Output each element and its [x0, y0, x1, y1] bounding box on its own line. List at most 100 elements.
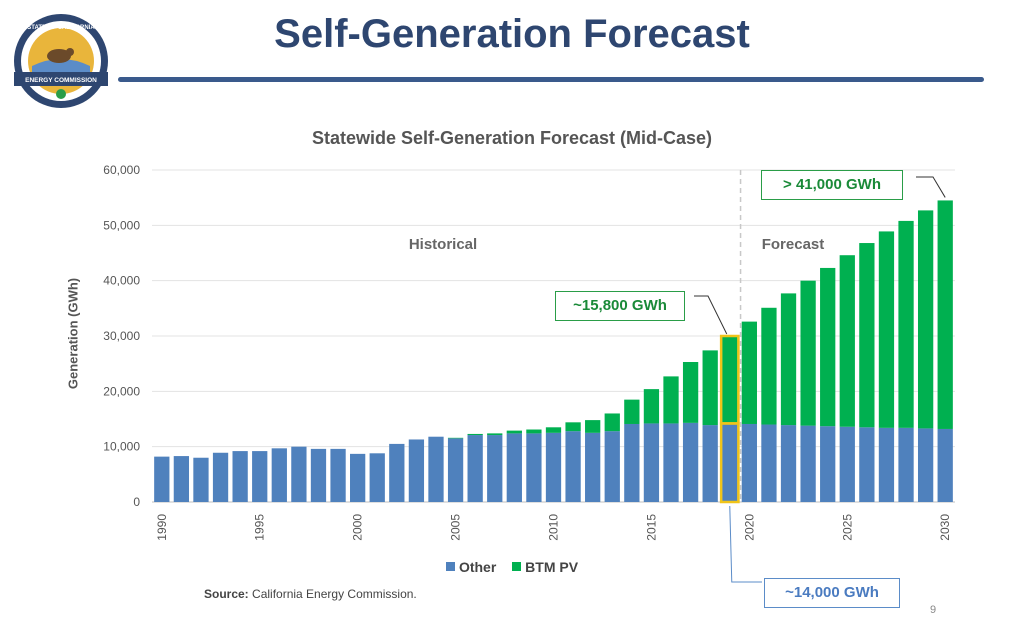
- bar-other-2002: [389, 443, 405, 502]
- bar-other-2003: [408, 439, 425, 502]
- x-tick-label: 2020: [742, 514, 756, 541]
- y-tick-label: 10,000: [103, 440, 140, 454]
- y-tick-label: 40,000: [103, 274, 140, 288]
- bar-other-2007: [487, 435, 503, 502]
- source-note: Source: California Energy Commission.: [204, 587, 417, 601]
- bar-btm-pv-2030: [937, 200, 953, 429]
- bar-other-2012: [585, 432, 601, 502]
- bar-btm-pv-2008: [506, 430, 522, 434]
- bar-other-2026: [859, 427, 875, 502]
- bar-other-2017: [682, 422, 699, 502]
- bar-other-2011: [565, 431, 581, 502]
- svg-text:ENERGY COMMISSION: ENERGY COMMISSION: [25, 77, 97, 84]
- page-number: 9: [930, 604, 937, 616]
- bar-btm-pv-2016: [663, 376, 679, 424]
- bar-btm-pv-2014: [624, 399, 640, 424]
- bar-other-2030: [937, 428, 953, 502]
- bar-btm-pv-2009: [526, 429, 542, 434]
- bar-other-1990: [154, 456, 170, 502]
- callout-2019-other: ~14,000 GWh: [764, 578, 900, 608]
- bar-other-2028: [898, 427, 914, 502]
- california-energy-commission-logo: ENERGY COMMISSION STATE OF CALIFORNIA: [14, 14, 108, 108]
- x-tick-label: 1990: [155, 514, 169, 541]
- bar-btm-pv-2017: [682, 362, 699, 423]
- bar-other-1992: [193, 457, 209, 502]
- bar-other-2025: [839, 426, 855, 502]
- bar-btm-pv-2012: [585, 420, 601, 433]
- y-tick-label: 60,000: [103, 163, 140, 177]
- leader-2030: [916, 176, 946, 198]
- leader-2019-other: [729, 505, 762, 583]
- highlight-2019-other: [719, 422, 740, 504]
- x-tick-label: 2000: [351, 514, 365, 541]
- bar-other-2001: [369, 453, 385, 502]
- bar-other-2005: [447, 438, 464, 502]
- y-tick-label: 30,000: [103, 329, 140, 343]
- bar-btm-pv-2029: [917, 210, 934, 429]
- bar-btm-pv-2018: [702, 350, 718, 426]
- bar-other-2021: [761, 424, 777, 502]
- historical-label: Historical: [409, 236, 477, 253]
- x-tick-label: 1995: [253, 514, 267, 541]
- bar-other-2016: [663, 423, 679, 502]
- x-tick-label: 2025: [840, 514, 854, 541]
- callout-2030-total: > 41,000 GWh: [761, 170, 903, 200]
- x-tick-label: 2015: [644, 514, 658, 541]
- bar-btm-pv-2028: [898, 220, 914, 428]
- bar-btm-pv-2027: [878, 231, 895, 428]
- bar-btm-pv-2007: [487, 433, 503, 436]
- bar-btm-pv-2015: [643, 389, 660, 424]
- bar-btm-pv-2023: [800, 280, 816, 426]
- bar-btm-pv-2024: [820, 267, 836, 427]
- y-tick-label: 50,000: [103, 218, 140, 232]
- forecast-label: Forecast: [762, 236, 825, 253]
- legend-item-btm-pv: BTM PV: [512, 559, 578, 575]
- y-tick-label: 20,000: [103, 384, 140, 398]
- bar-other-2023: [800, 425, 816, 502]
- bar-other-1993: [212, 452, 229, 502]
- bar-other-1999: [330, 448, 346, 502]
- bar-other-1991: [173, 456, 190, 502]
- bar-other-2014: [624, 423, 640, 502]
- title-divider: [118, 77, 984, 82]
- bar-other-2019: [722, 423, 738, 502]
- x-tick-label: 2010: [547, 514, 561, 541]
- bar-other-1998: [310, 448, 327, 502]
- bar-other-1994: [232, 451, 248, 502]
- bar-other-2010: [545, 432, 562, 502]
- bar-other-2000: [350, 453, 366, 502]
- x-tick-label: 2005: [449, 514, 463, 541]
- bar-other-2008: [506, 433, 522, 502]
- y-tick-label: 0: [133, 495, 140, 509]
- bar-other-2018: [702, 425, 718, 502]
- bar-other-1996: [271, 448, 287, 502]
- bar-other-2013: [604, 431, 620, 502]
- chart-legend: Other BTM PV: [0, 559, 1024, 575]
- bar-other-2024: [820, 426, 836, 502]
- bar-btm-pv-2020: [741, 321, 757, 424]
- bar-btm-pv-2026: [859, 243, 875, 428]
- bar-btm-pv-2019: [722, 336, 738, 424]
- bar-btm-pv-2005: [447, 437, 464, 439]
- bar-other-1997: [291, 446, 307, 502]
- chart-title: Statewide Self-Generation Forecast (Mid-…: [311, 128, 713, 148]
- bar-btm-pv-2011: [565, 422, 581, 432]
- bar-other-1995: [252, 451, 268, 502]
- bar-other-2009: [526, 433, 542, 502]
- callout-2019-btm-pv: ~15,800 GWh: [555, 291, 685, 321]
- svg-text:STATE OF CALIFORNIA: STATE OF CALIFORNIA: [27, 25, 95, 31]
- legend-item-other: Other: [445, 559, 496, 575]
- x-tick-label: 2030: [938, 514, 952, 541]
- bar-btm-pv-2013: [604, 413, 620, 432]
- bar-btm-pv-2025: [839, 255, 855, 427]
- bar-other-2020: [741, 423, 757, 502]
- bar-other-2029: [917, 428, 934, 502]
- leader-2019-pv: [694, 295, 728, 335]
- bar-btm-pv-2006: [467, 433, 483, 436]
- bar-other-2015: [643, 423, 660, 502]
- bar-btm-pv-2022: [780, 293, 797, 426]
- bar-other-2022: [780, 425, 797, 502]
- bar-other-2006: [467, 435, 483, 502]
- bar-btm-pv-2021: [761, 307, 777, 425]
